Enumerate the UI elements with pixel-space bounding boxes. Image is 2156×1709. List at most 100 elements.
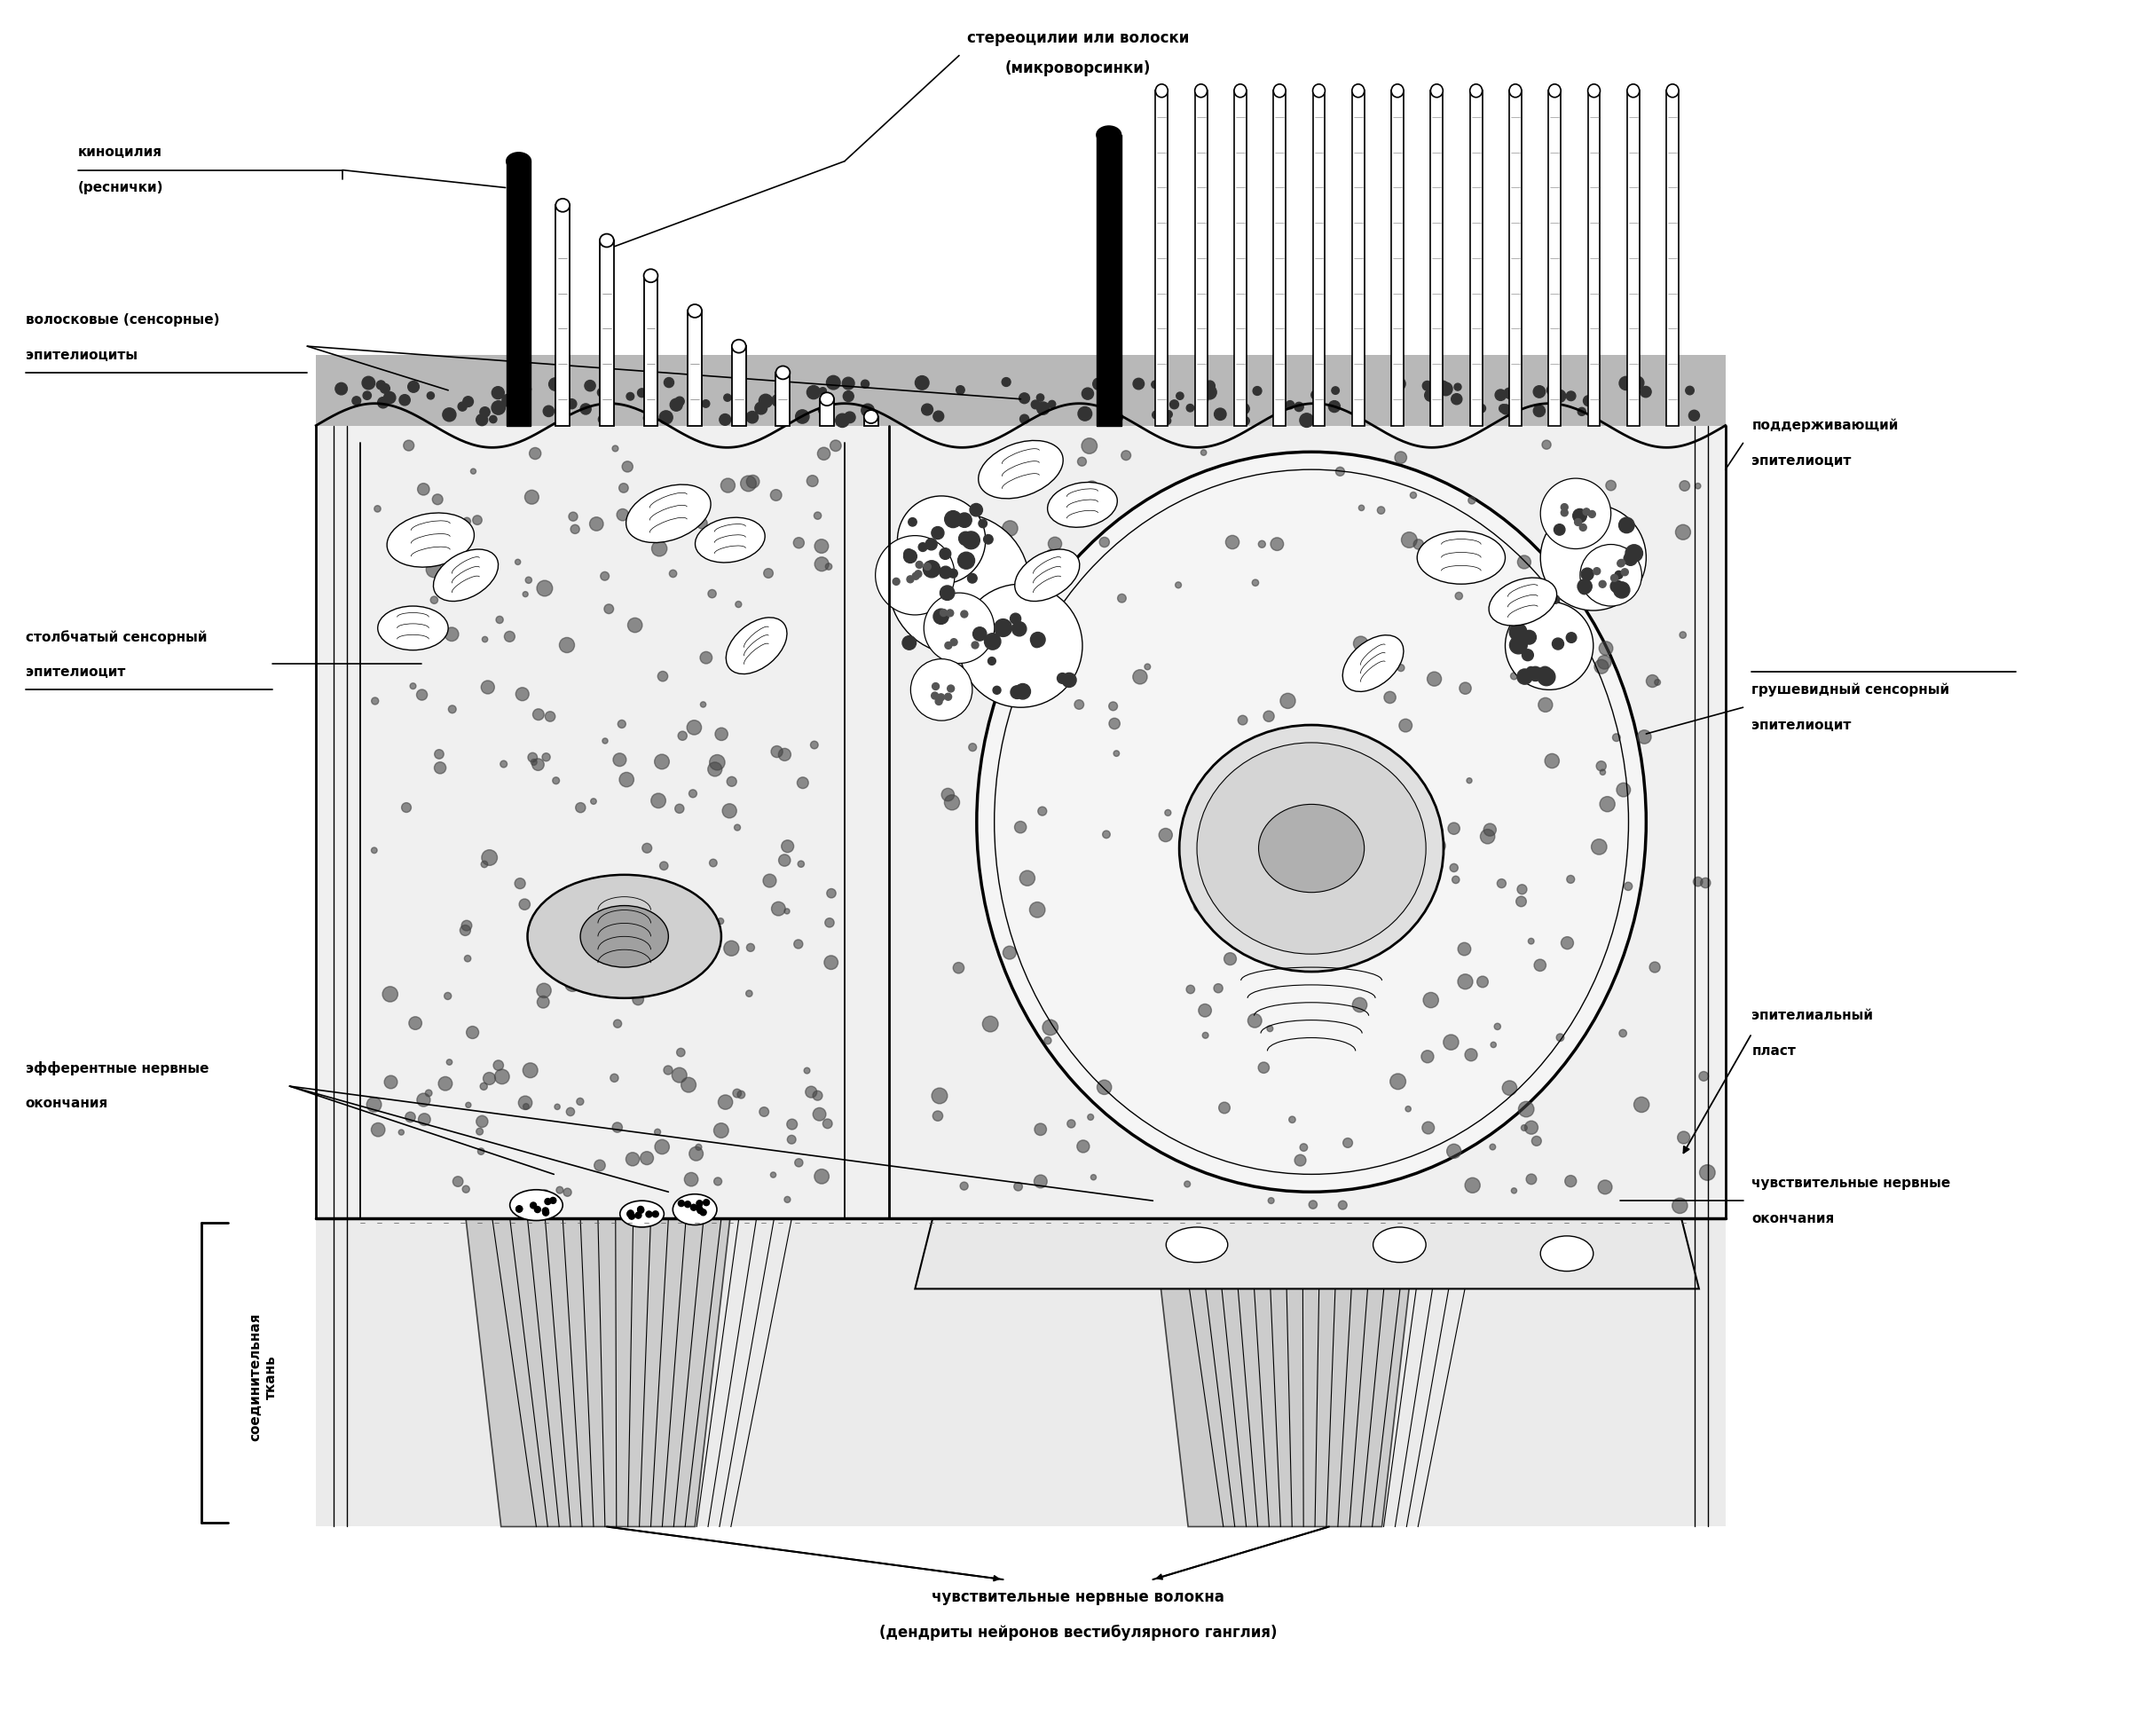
Circle shape [1617, 561, 1623, 567]
Circle shape [1611, 579, 1623, 593]
Ellipse shape [688, 304, 703, 318]
Circle shape [1529, 667, 1542, 680]
Circle shape [524, 1104, 528, 1109]
Circle shape [492, 402, 505, 415]
Circle shape [500, 761, 507, 767]
Circle shape [1464, 1049, 1477, 1061]
Circle shape [709, 860, 718, 866]
Circle shape [675, 396, 683, 407]
Circle shape [1438, 381, 1449, 390]
Circle shape [1565, 391, 1576, 400]
Circle shape [1552, 637, 1563, 649]
Circle shape [1186, 405, 1194, 412]
Circle shape [602, 573, 610, 581]
Ellipse shape [776, 366, 789, 379]
Ellipse shape [599, 234, 614, 248]
Circle shape [524, 490, 539, 504]
Circle shape [1423, 993, 1438, 1008]
Circle shape [1699, 1166, 1716, 1181]
Circle shape [1031, 595, 1044, 607]
Circle shape [1134, 378, 1145, 390]
Circle shape [1531, 1136, 1542, 1145]
Circle shape [1035, 1123, 1046, 1135]
Circle shape [1175, 583, 1181, 588]
Circle shape [472, 516, 483, 525]
Circle shape [1281, 694, 1296, 709]
Circle shape [1242, 417, 1250, 426]
Circle shape [545, 711, 556, 721]
Circle shape [535, 1207, 541, 1213]
Circle shape [1511, 1188, 1518, 1193]
Circle shape [893, 578, 899, 584]
Circle shape [1091, 1174, 1095, 1179]
Circle shape [1270, 911, 1285, 926]
Circle shape [1093, 378, 1104, 390]
Circle shape [934, 1111, 942, 1121]
Circle shape [1688, 410, 1699, 420]
Circle shape [1518, 612, 1529, 624]
Circle shape [1300, 747, 1309, 757]
Circle shape [1546, 385, 1559, 396]
Ellipse shape [1233, 84, 1246, 97]
Circle shape [565, 976, 580, 991]
Circle shape [653, 921, 662, 931]
Circle shape [824, 955, 839, 969]
Circle shape [494, 1060, 505, 1070]
Circle shape [815, 513, 821, 520]
Circle shape [384, 391, 397, 403]
Circle shape [787, 1119, 798, 1130]
Polygon shape [1470, 91, 1481, 426]
Circle shape [1675, 525, 1690, 540]
Circle shape [444, 993, 451, 1000]
Circle shape [1567, 875, 1574, 884]
Circle shape [658, 672, 668, 682]
Circle shape [1384, 692, 1395, 704]
Circle shape [1184, 1181, 1190, 1188]
Circle shape [746, 475, 759, 489]
Circle shape [1533, 405, 1546, 417]
Circle shape [1037, 393, 1044, 402]
Circle shape [806, 475, 817, 487]
Circle shape [1686, 386, 1695, 395]
Circle shape [1554, 525, 1565, 535]
Ellipse shape [386, 513, 474, 567]
Circle shape [651, 793, 666, 808]
Circle shape [1078, 407, 1091, 420]
Circle shape [1391, 1073, 1406, 1089]
Circle shape [688, 719, 701, 735]
Circle shape [918, 543, 927, 552]
Circle shape [1201, 449, 1207, 455]
Polygon shape [556, 205, 569, 426]
Circle shape [1082, 388, 1093, 400]
Ellipse shape [819, 393, 834, 405]
Circle shape [1410, 492, 1416, 499]
Circle shape [826, 376, 841, 390]
Circle shape [931, 692, 938, 699]
Circle shape [843, 391, 854, 402]
Circle shape [862, 403, 873, 417]
Circle shape [655, 1130, 660, 1135]
Circle shape [494, 1070, 509, 1084]
Circle shape [875, 535, 955, 615]
Ellipse shape [1343, 636, 1404, 692]
Circle shape [1600, 769, 1606, 774]
Circle shape [479, 1148, 485, 1155]
Circle shape [983, 1017, 998, 1032]
Circle shape [927, 706, 936, 714]
Circle shape [647, 882, 662, 897]
Circle shape [826, 564, 832, 569]
Circle shape [1598, 1181, 1613, 1195]
Circle shape [1516, 896, 1526, 907]
Circle shape [627, 1210, 634, 1217]
Circle shape [957, 513, 972, 528]
Circle shape [1623, 552, 1636, 566]
Polygon shape [819, 400, 834, 426]
Circle shape [1046, 598, 1059, 610]
Circle shape [804, 1068, 811, 1073]
Circle shape [815, 540, 828, 554]
Ellipse shape [1416, 531, 1505, 584]
Polygon shape [317, 355, 1725, 426]
Circle shape [1253, 579, 1259, 586]
Polygon shape [1194, 91, 1207, 426]
Circle shape [1595, 761, 1606, 771]
